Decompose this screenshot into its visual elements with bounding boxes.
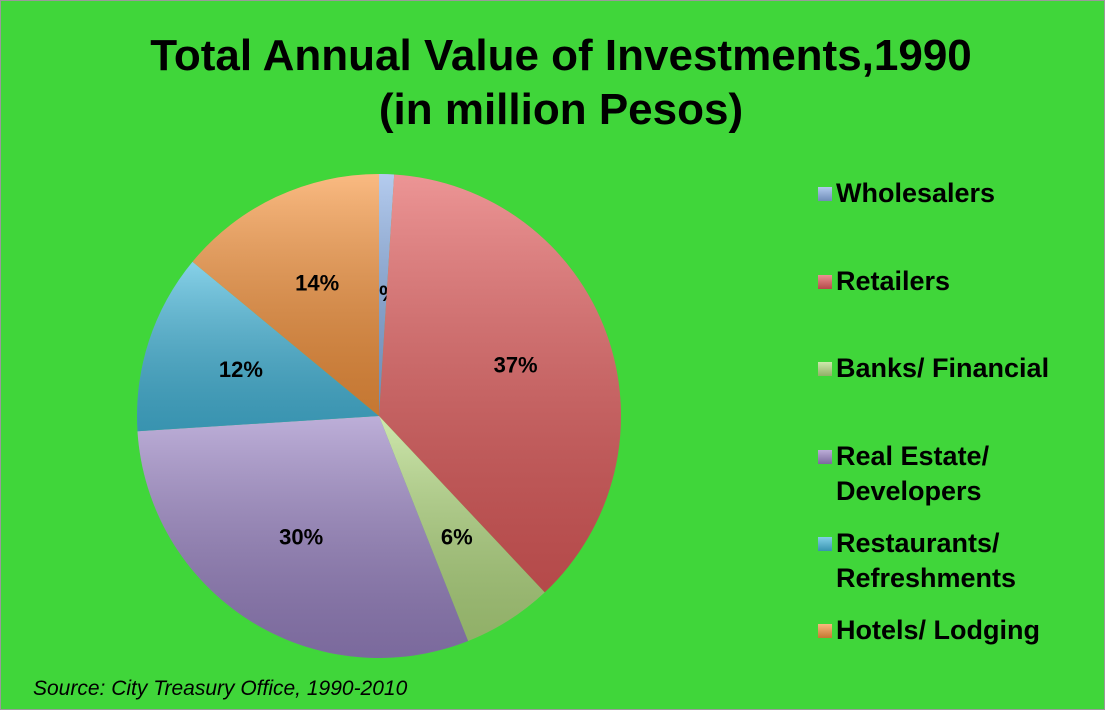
legend-swatch xyxy=(818,275,832,289)
legend-swatch xyxy=(818,187,832,201)
legend-label: Retailers xyxy=(836,266,951,296)
slice-shade xyxy=(137,261,379,432)
legend-swatch xyxy=(818,624,832,638)
slice-shade xyxy=(192,174,379,416)
data-label: 6% xyxy=(441,524,473,549)
chart-title: Total Annual Value of Investments,1990 (… xyxy=(150,31,972,134)
legend-label: Banks/ Financial xyxy=(836,353,1050,383)
legend-swatch xyxy=(818,537,832,551)
legend-swatch xyxy=(818,450,832,464)
legend-label: Hotels/ Lodging xyxy=(836,615,1040,645)
source-note: Source: City Treasury Office, 1990-2010 xyxy=(33,677,408,700)
slice-shade xyxy=(137,416,469,659)
data-label: 37% xyxy=(494,353,538,378)
slice-shade xyxy=(379,174,621,593)
legend-label: Restaurants/ Refreshments xyxy=(836,528,1017,593)
data-label: 30% xyxy=(279,524,323,549)
legend-label: Wholesalers xyxy=(836,178,996,208)
data-label: 14% xyxy=(295,270,339,295)
legend-swatch xyxy=(818,362,832,376)
slice-shade xyxy=(379,174,395,416)
data-label: 12% xyxy=(219,357,263,382)
slice-shade xyxy=(379,416,545,642)
legend-label: Real Estate/ Developers xyxy=(836,441,990,506)
